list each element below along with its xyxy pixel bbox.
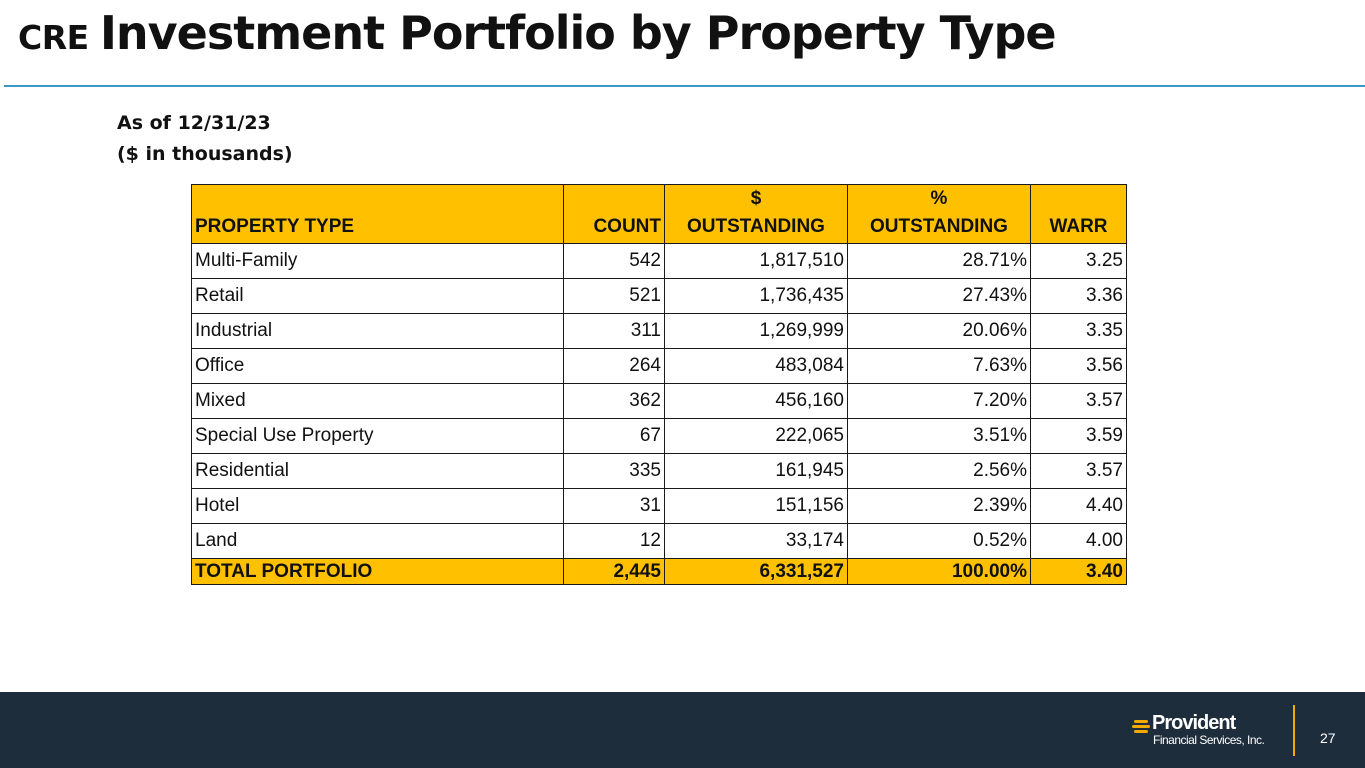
total-label: TOTAL PORTFOLIO [191, 558, 564, 585]
cell-outstanding: 1,269,999 [664, 313, 848, 349]
total-count: 2,445 [563, 558, 665, 585]
cell-outstanding: 1,817,510 [664, 243, 848, 279]
cell-pct-outstanding: 20.06% [847, 313, 1031, 349]
table-row: Hotel 31 151,156 2.39% 4.40 [191, 488, 1127, 524]
cell-count: 335 [563, 453, 665, 489]
footer-divider [1293, 705, 1295, 756]
cell-property-type: Industrial [191, 313, 564, 349]
cell-pct-outstanding: 7.63% [847, 348, 1031, 384]
cell-outstanding: 1,736,435 [664, 278, 848, 314]
cell-property-type: Land [191, 523, 564, 559]
cell-pct-outstanding: 2.56% [847, 453, 1031, 489]
slide-title: CRE Investment Portfolio by Property Typ… [18, 10, 1057, 57]
cell-property-type: Mixed [191, 383, 564, 419]
logo-name: Provident [1152, 712, 1236, 734]
header-dollar-label: OUTSTANDING [687, 216, 825, 237]
cell-count: 264 [563, 348, 665, 384]
cell-outstanding: 456,160 [664, 383, 848, 419]
cell-outstanding: 33,174 [664, 523, 848, 559]
cell-warr: 3.35 [1030, 313, 1127, 349]
total-pct: 100.00% [847, 558, 1031, 585]
cell-pct-outstanding: 0.52% [847, 523, 1031, 559]
cell-count: 31 [563, 488, 665, 524]
header-pct-symbol: % [930, 188, 948, 209]
cell-property-type: Office [191, 348, 564, 384]
table-row: Residential 335 161,945 2.56% 3.57 [191, 453, 1127, 489]
title-divider [4, 85, 1365, 87]
table-row: Land 12 33,174 0.52% 4.00 [191, 523, 1127, 559]
cell-warr: 3.57 [1030, 383, 1127, 419]
units-note: ($ in thousands) [117, 143, 293, 165]
table-row: Mixed 362 456,160 7.20% 3.57 [191, 383, 1127, 419]
cell-count: 542 [563, 243, 665, 279]
header-pct-label: OUTSTANDING [870, 216, 1008, 237]
header-dollar-outstanding: $ OUTSTANDING [664, 184, 848, 244]
table-row: Office 264 483,084 7.63% 3.56 [191, 348, 1127, 384]
table-row: Special Use Property 67 222,065 3.51% 3.59 [191, 418, 1127, 454]
total-warr: 3.40 [1030, 558, 1127, 585]
header-dollar-symbol: $ [750, 188, 762, 209]
cell-outstanding: 161,945 [664, 453, 848, 489]
cell-warr: 3.59 [1030, 418, 1127, 454]
cell-outstanding: 151,156 [664, 488, 848, 524]
table-row: Retail 521 1,736,435 27.43% 3.36 [191, 278, 1127, 314]
cell-pct-outstanding: 3.51% [847, 418, 1031, 454]
cell-property-type: Retail [191, 278, 564, 314]
cell-pct-outstanding: 7.20% [847, 383, 1031, 419]
header-count: COUNT [563, 184, 665, 244]
provident-logo-icon [1132, 720, 1150, 738]
table-row: Industrial 311 1,269,999 20.06% 3.35 [191, 313, 1127, 349]
cell-count: 311 [563, 313, 665, 349]
cell-warr: 4.40 [1030, 488, 1127, 524]
logo-subtitle: Financial Services, Inc. [1153, 733, 1265, 747]
page-number: 27 [1320, 730, 1336, 746]
cell-warr: 4.00 [1030, 523, 1127, 559]
title-prefix: CRE [18, 18, 89, 57]
property-type-table: PROPERTY TYPE COUNT $ OUTSTANDING % OUTS… [191, 184, 1127, 585]
cell-outstanding: 483,084 [664, 348, 848, 384]
table-caption: As of 12/31/23 ($ in thousands) [117, 108, 293, 170]
cell-count: 67 [563, 418, 665, 454]
title-main: Investment Portfolio by Property Type [99, 6, 1057, 60]
cell-pct-outstanding: 2.39% [847, 488, 1031, 524]
cell-warr: 3.25 [1030, 243, 1127, 279]
cell-pct-outstanding: 27.43% [847, 278, 1031, 314]
header-property-type: PROPERTY TYPE [191, 184, 564, 244]
cell-warr: 3.57 [1030, 453, 1127, 489]
cell-property-type: Multi-Family [191, 243, 564, 279]
footer-bar: Provident Financial Services, Inc. 27 [0, 692, 1365, 768]
cell-count: 362 [563, 383, 665, 419]
as-of-date: As of 12/31/23 [117, 112, 271, 134]
cell-warr: 3.36 [1030, 278, 1127, 314]
cell-property-type: Residential [191, 453, 564, 489]
table-row: Multi-Family 542 1,817,510 28.71% 3.25 [191, 243, 1127, 279]
cell-count: 521 [563, 278, 665, 314]
cell-pct-outstanding: 28.71% [847, 243, 1031, 279]
cell-property-type: Special Use Property [191, 418, 564, 454]
cell-warr: 3.56 [1030, 348, 1127, 384]
total-outstanding: 6,331,527 [664, 558, 848, 585]
header-row: PROPERTY TYPE COUNT $ OUTSTANDING % OUTS… [191, 184, 1127, 244]
header-pct-outstanding: % OUTSTANDING [847, 184, 1031, 244]
cell-count: 12 [563, 523, 665, 559]
header-warr: WARR [1030, 184, 1127, 244]
cell-property-type: Hotel [191, 488, 564, 524]
cell-outstanding: 222,065 [664, 418, 848, 454]
total-row: TOTAL PORTFOLIO 2,445 6,331,527 100.00% … [191, 558, 1127, 585]
